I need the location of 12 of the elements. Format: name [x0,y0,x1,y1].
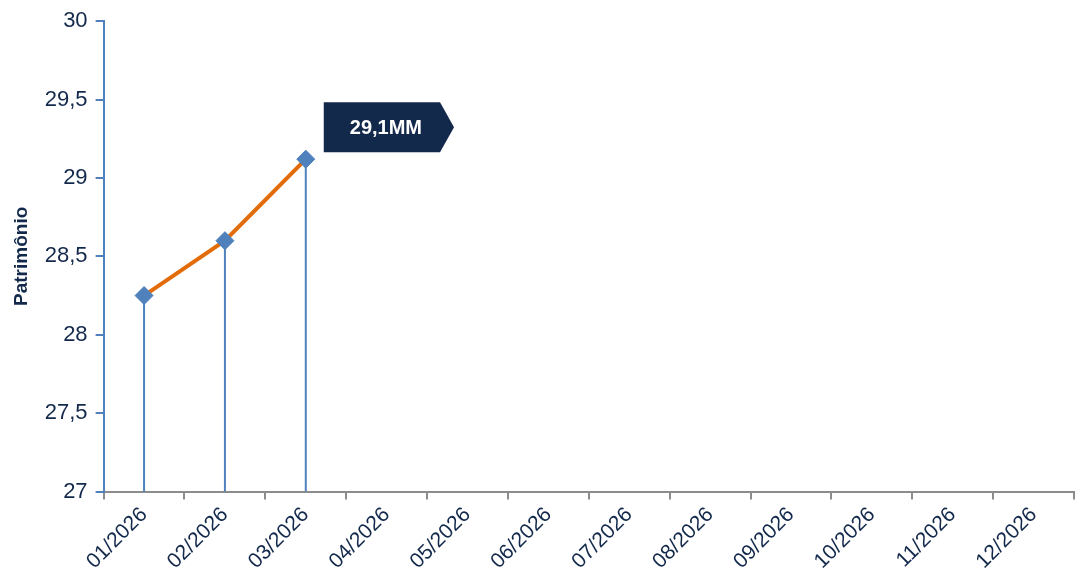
y-tick-label: 28,5 [44,242,88,268]
point [296,149,316,169]
y-tick-label: 29 [63,164,88,190]
point [215,231,235,251]
annotation: 29,1MM [349,115,423,138]
y-tick-label: 29,5 [44,85,88,111]
y-tick-label: 28 [63,320,88,346]
point [134,286,154,306]
y-tick-label: 27,5 [44,399,88,425]
y-tick-label: 30 [63,7,88,33]
y-axis-title: Patrimônio [9,206,31,306]
y-tick-label: 27 [63,477,88,503]
